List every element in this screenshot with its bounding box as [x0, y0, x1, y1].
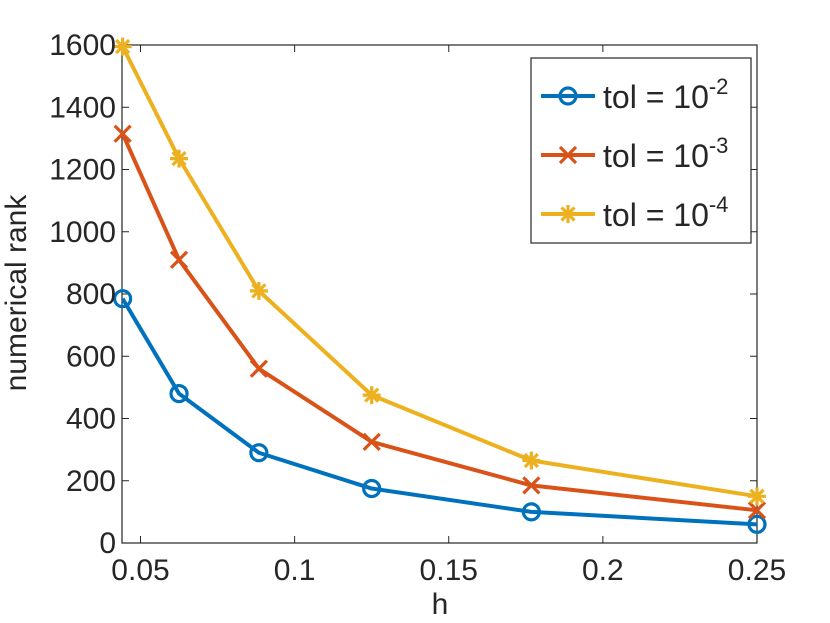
- asterisk-marker-stroke: [114, 38, 131, 55]
- y-tick-label: 1200: [49, 154, 116, 187]
- x-marker-stroke: [362, 432, 381, 451]
- asterisk-marker-stroke: [251, 283, 267, 299]
- legend-item-3: tol = 10-4: [541, 192, 728, 233]
- data-point: [249, 281, 268, 300]
- series-2: [113, 124, 767, 520]
- asterisk-marker-stroke: [749, 488, 765, 504]
- data-point: [169, 250, 189, 269]
- legend-marker: [559, 205, 577, 223]
- legend-label: tol = 10-4: [603, 192, 728, 233]
- y-tick-label: 1400: [49, 91, 116, 124]
- data-point: [522, 451, 541, 470]
- y-tick-label: 0: [99, 527, 116, 560]
- x-tick-label: 0.1: [274, 554, 316, 587]
- legend-item-1: tol = 10-2: [541, 74, 728, 115]
- asterisk-marker-stroke: [171, 150, 187, 167]
- data-point: [747, 514, 767, 534]
- legend-label: tol = 10-3: [603, 133, 728, 174]
- series-line: [120, 297, 758, 527]
- legend-marker: [558, 145, 578, 165]
- legend-label-exponent: -4: [709, 192, 729, 217]
- x-tick-label: 0.25: [728, 554, 786, 587]
- x-marker-stroke: [522, 476, 541, 495]
- data-point: [362, 432, 381, 451]
- x-marker-stroke: [113, 124, 132, 143]
- data-point: [362, 386, 381, 405]
- y-axis-label: numerical rank: [0, 194, 33, 392]
- data-point: [170, 149, 189, 168]
- legend-label-exponent: -3: [709, 133, 729, 158]
- legend-label-exponent: -2: [709, 74, 729, 99]
- legend-label-base: tol = 10: [603, 138, 709, 174]
- data-point: [748, 487, 766, 506]
- data-point: [249, 359, 268, 378]
- axis-labels: h numerical rank 0.05 0.1 0.15 0.2 0.25 0 200 4…: [0, 29, 786, 621]
- y-tick-label: 1600: [49, 29, 116, 62]
- data-point: [169, 384, 189, 404]
- tick-marks: [122, 44, 758, 544]
- legend-marker: [558, 86, 578, 106]
- series-line: [120, 45, 758, 499]
- data-point: [113, 124, 132, 143]
- y-tick-label: 600: [66, 340, 116, 373]
- y-tick-label: 400: [66, 403, 116, 436]
- x-marker-stroke: [249, 359, 268, 378]
- x-axis-label: h: [432, 588, 449, 621]
- data-point: [522, 476, 541, 495]
- legend-item-2: tol = 10-3: [541, 133, 728, 174]
- data-point: [521, 502, 541, 522]
- y-tick-label: 1000: [49, 216, 116, 249]
- x-tick-label: 0.15: [420, 554, 478, 587]
- asterisk-marker-stroke: [560, 206, 576, 222]
- x-marker-stroke: [169, 250, 189, 269]
- x-tick-label: 0.2: [582, 554, 624, 587]
- asterisk-marker-stroke: [523, 452, 539, 469]
- x-tick-label: 0.05: [111, 554, 169, 587]
- data-point: [747, 501, 767, 520]
- legend-label-base: tol = 10: [603, 197, 709, 233]
- data-point: [362, 478, 382, 499]
- data-series: [113, 37, 767, 534]
- y-tick-label: 800: [66, 278, 116, 311]
- data-point: [113, 37, 132, 56]
- series-line: [120, 132, 758, 513]
- legend-label: tol = 10-2: [603, 74, 728, 115]
- series-3: [113, 37, 766, 506]
- asterisk-marker-stroke: [364, 387, 380, 403]
- data-point: [113, 289, 133, 309]
- data-point: [249, 443, 269, 463]
- x-marker-stroke: [558, 145, 578, 165]
- y-tick-label: 200: [66, 465, 116, 498]
- series-1: [113, 289, 767, 534]
- legend-label-base: tol = 10: [603, 79, 709, 115]
- x-marker-stroke: [747, 501, 767, 520]
